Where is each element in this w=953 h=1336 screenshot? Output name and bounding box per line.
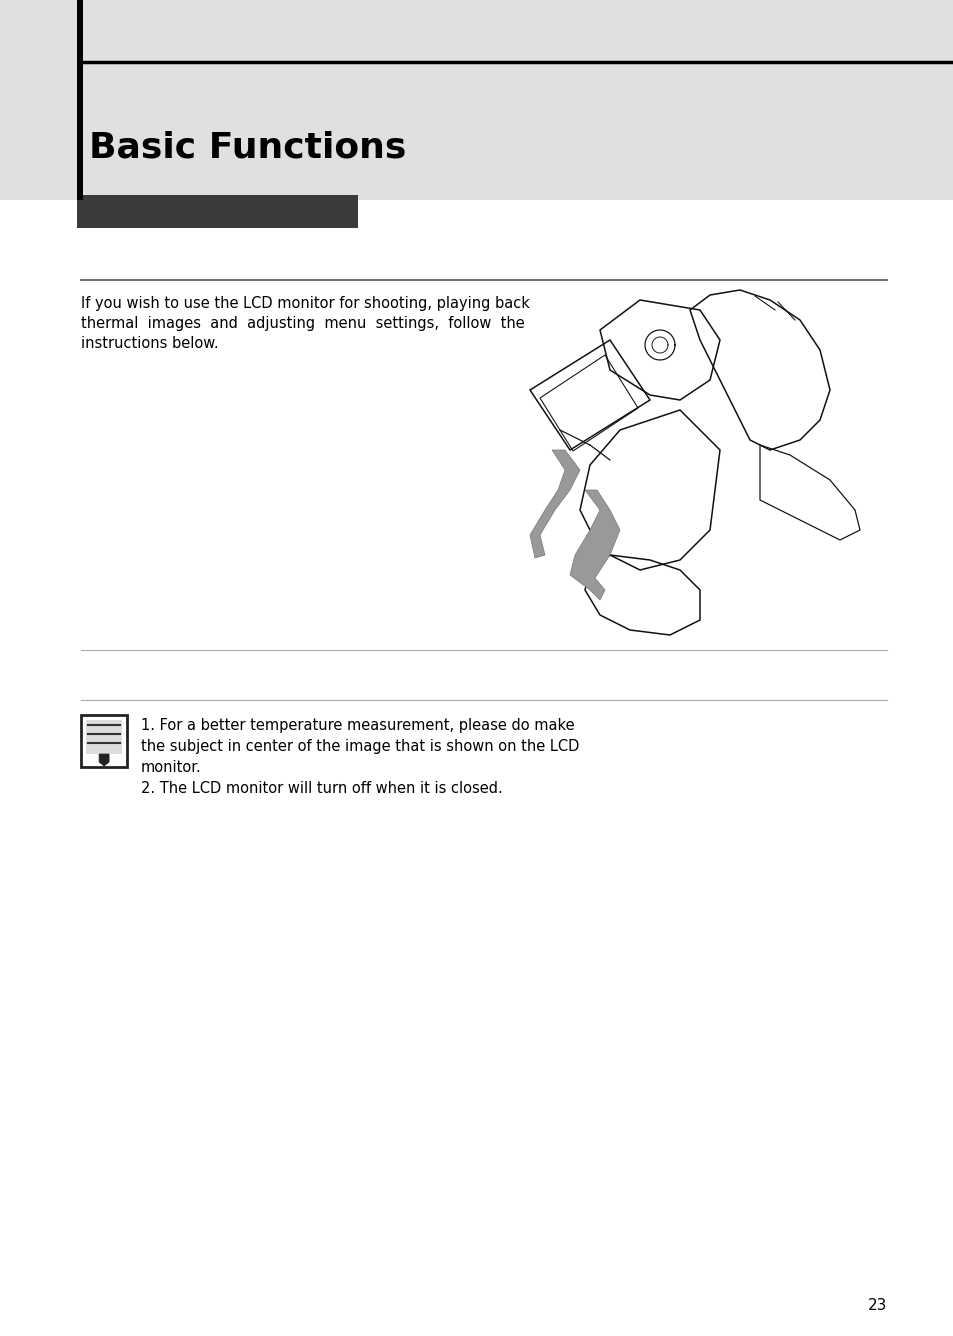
- Polygon shape: [569, 490, 619, 600]
- Bar: [0, 60, 953, 200]
- Bar: [81, 715, 127, 767]
- Text: 2. The LCD monitor will turn off when it is closed.: 2. The LCD monitor will turn off when it…: [141, 782, 502, 796]
- Text: 23: 23: [867, 1299, 886, 1313]
- Text: Basic Functions: Basic Functions: [89, 131, 406, 166]
- Text: 1. For a better temperature measurement, please do make: 1. For a better temperature measurement,…: [141, 717, 574, 733]
- Text: If you wish to use the LCD monitor for shooting, playing back: If you wish to use the LCD monitor for s…: [81, 297, 530, 311]
- Text: the subject in center of the image that is shown on the LCD: the subject in center of the image that …: [141, 739, 578, 754]
- Bar: [77, 195, 357, 228]
- Text: thermal  images  and  adjusting  menu  settings,  follow  the: thermal images and adjusting menu settin…: [81, 317, 524, 331]
- Bar: [86, 720, 122, 754]
- Polygon shape: [530, 450, 579, 558]
- Text: monitor.: monitor.: [141, 760, 202, 775]
- Polygon shape: [99, 754, 109, 766]
- Bar: [0, 0, 953, 60]
- Bar: [77, 0, 83, 200]
- Text: instructions below.: instructions below.: [81, 335, 218, 351]
